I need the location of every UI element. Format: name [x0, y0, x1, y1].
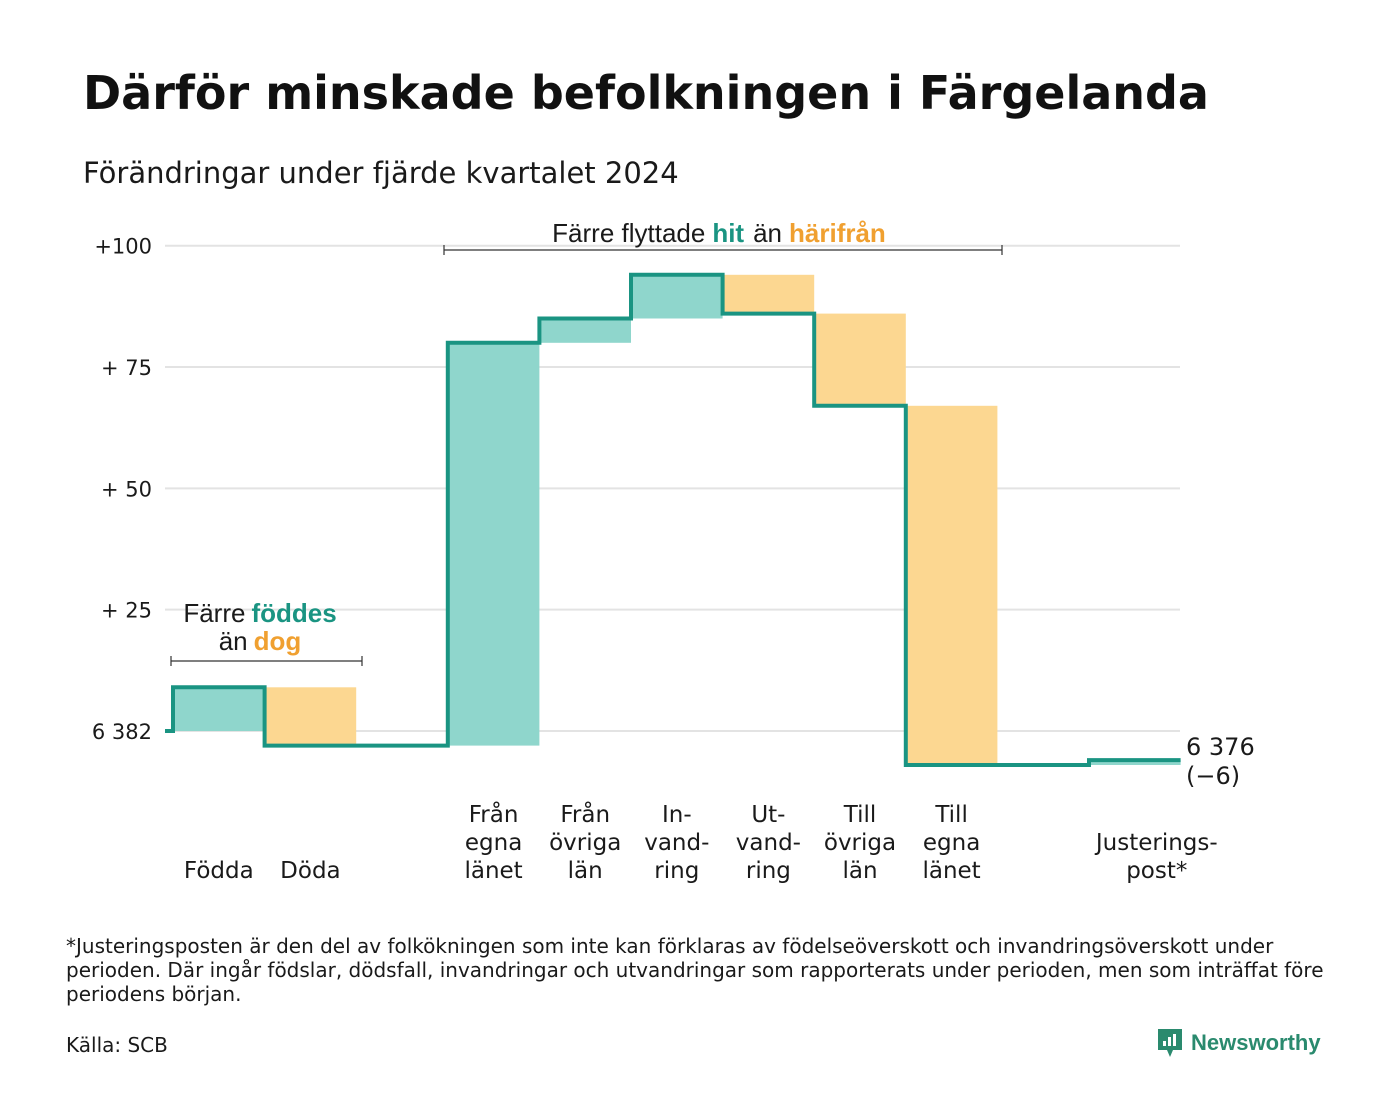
end-value-label: 6 376 [1186, 733, 1255, 761]
waterfall-chart: 6 382+ 25+ 50+ 75+100 Födda DödaFrånegnal… [92, 218, 1255, 884]
cumulative-step-line [165, 272, 1181, 767]
birth-bracket [170, 656, 363, 666]
newsworthy-logo-text: Newsworthy [1191, 1030, 1321, 1055]
x-label-län: län [568, 858, 603, 884]
x-label-egna: egna [923, 830, 980, 856]
bar-från-övriga-län [539, 318, 631, 343]
birth-annotation-line2: än dog [219, 626, 302, 656]
newsworthy-logo-icon [1158, 1029, 1182, 1057]
x-label-döda: Döda [280, 858, 340, 884]
migration-bracket [443, 245, 1003, 255]
newsworthy-logo: Newsworthy [1157, 1028, 1321, 1058]
bar-födda [173, 687, 265, 731]
bar-justeringspost- [1089, 760, 1181, 765]
y-axis: 6 382 + 25 + 50 + 75 +100 [92, 235, 152, 744]
source-label: Källa: SCB [66, 1033, 168, 1057]
bar-invandring [631, 274, 723, 319]
birth-annotation-line1: Färre föddes [183, 598, 336, 628]
y-tick-label: 6 382 [92, 720, 152, 744]
x-label-in-: In- [662, 802, 692, 828]
x-label-ring: ring [654, 858, 699, 884]
x-label-till: Till [934, 802, 968, 828]
x-label-justerings-: Justerings- [1094, 830, 1218, 856]
x-label-övriga: övriga [824, 830, 896, 856]
footnote: *Justeringsposten är den del av folkökni… [66, 934, 1324, 1006]
migration-annotation: Färre flyttade hit än härifrån [443, 218, 1003, 255]
x-axis-labels: Födda DödaFrånegnalänetFrånövrigalänIn-va… [184, 800, 1218, 884]
y-tick-label: + 75 [101, 356, 152, 380]
x-label-vand-: vand- [736, 830, 801, 856]
bars [173, 274, 1181, 765]
birth-annotation: Färre föddes än dog [170, 598, 363, 666]
x-label-egna: egna [465, 830, 522, 856]
bar-till-egna-länet [905, 405, 998, 765]
x-label-län: län [842, 858, 877, 884]
x-label-övriga: övriga [549, 830, 621, 856]
bar-döda [264, 687, 357, 746]
x-label-födda: Födda [184, 858, 254, 884]
bar-från-egna-länet [447, 342, 540, 746]
x-label-från: Från [469, 800, 519, 828]
x-label-post-: post* [1126, 858, 1187, 884]
x-label-ring: ring [746, 858, 791, 884]
chart-subtitle: Förändringar under fjärde kvartalet 2024 [83, 156, 679, 190]
x-label-från: Från [560, 800, 610, 828]
x-label-länet: länet [464, 858, 522, 884]
x-label-ut-: Ut- [751, 802, 785, 828]
end-change-label: (−6) [1186, 762, 1240, 790]
migration-annotation-text: Färre flyttade hit än härifrån [552, 218, 886, 248]
y-tick-label: + 50 [101, 477, 152, 501]
x-label-länet: länet [922, 858, 980, 884]
bar-utvandring [722, 274, 815, 314]
x-label-vand-: vand- [644, 830, 709, 856]
y-tick-label: + 25 [101, 599, 152, 623]
x-label-till: Till [843, 802, 877, 828]
y-tick-label: +100 [94, 235, 152, 259]
bar-till-övriga-län [814, 313, 906, 406]
chart-title: Därför minskade befolkningen i Färgeland… [83, 66, 1209, 120]
